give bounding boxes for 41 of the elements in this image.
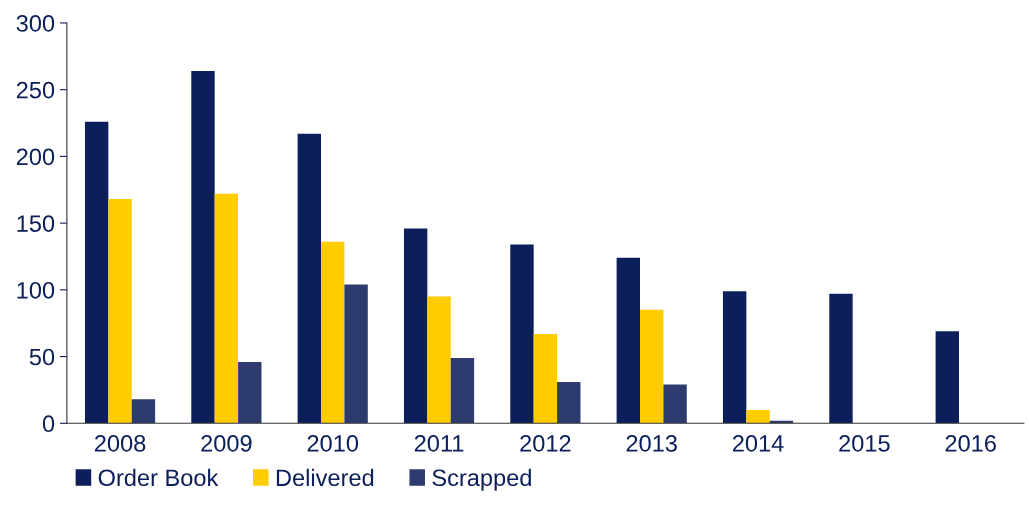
bar (297, 133, 322, 424)
bar (450, 357, 475, 424)
y-tick-label: 300 (16, 15, 55, 32)
bar (722, 291, 747, 424)
bar (663, 384, 687, 424)
bar (344, 284, 368, 424)
x-tick-label: 2016 (945, 435, 996, 452)
bar (131, 399, 156, 424)
x-tick-label: 2014 (732, 435, 784, 452)
y-tick-label: 200 (16, 148, 55, 166)
y-tick-label: 150 (17, 215, 55, 232)
bar (829, 293, 853, 424)
bar (427, 296, 451, 424)
x-tick-label: 2015 (839, 435, 890, 452)
x-tick-label: 2008 (94, 435, 146, 452)
x-tick-label: 2013 (626, 435, 677, 452)
legend-label: Delivered (276, 468, 374, 487)
bar (533, 333, 558, 424)
bar (214, 193, 239, 424)
bar (191, 70, 215, 424)
x-tick-label: 2012 (520, 435, 571, 452)
legend-label: Order Book (98, 468, 219, 487)
bar (557, 381, 581, 424)
bar (403, 228, 428, 424)
bar (84, 121, 109, 424)
bar (238, 361, 262, 424)
bar (321, 241, 345, 424)
bar (640, 309, 664, 424)
x-tick-label: 2009 (201, 435, 252, 452)
bar (510, 244, 534, 424)
y-tick-label: 50 (29, 348, 55, 366)
y-tick-label: 250 (16, 81, 55, 99)
legend-label: Scrapped (432, 468, 531, 491)
bar (108, 199, 132, 424)
bar (935, 331, 959, 424)
y-tick-label: 100 (17, 281, 55, 299)
x-tick-label: 2011 (414, 435, 464, 452)
bar (746, 409, 770, 424)
bar (616, 257, 640, 424)
y-tick-label: 0 (42, 415, 55, 433)
x-tick-label: 2010 (307, 435, 359, 452)
